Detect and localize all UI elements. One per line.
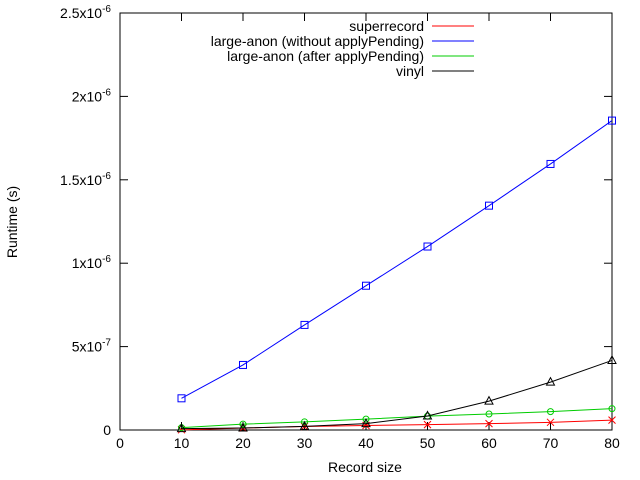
y-tick-label: 0 [103, 422, 111, 438]
x-tick-label: 30 [297, 435, 313, 451]
data-point-cross [546, 418, 555, 427]
y-tick-label: 2x10-6 [72, 87, 112, 104]
series-vinyl [176, 354, 617, 433]
data-point-cross [485, 419, 493, 428]
data-point-triangle [422, 410, 433, 420]
data-point-square [485, 201, 493, 210]
data-point-circle [485, 410, 493, 418]
series-line [181, 408, 613, 429]
data-point-circle [239, 420, 247, 428]
x-tick-label: 60 [481, 435, 497, 451]
x-tick-label: 10 [174, 435, 190, 451]
data-point-square [239, 360, 247, 369]
data-point-square [546, 159, 555, 168]
legend-label: large-anon (without applyPending) [211, 33, 424, 49]
x-tick-label: 40 [358, 435, 374, 451]
x-axis-label: Record size [328, 459, 402, 475]
y-tick-label: 1x10-6 [72, 254, 112, 271]
data-point-square [423, 242, 432, 251]
y-tick-label: 2.5x10-6 [60, 4, 111, 21]
data-point-circle [362, 415, 370, 423]
data-point-square [300, 320, 309, 329]
data-point-triangle [238, 422, 248, 432]
data-point-triangle [176, 423, 187, 433]
data-point-circle [608, 405, 616, 413]
series-line [181, 359, 613, 430]
legend-label: superrecord [349, 18, 424, 34]
data-point-cross [608, 416, 616, 425]
data-point-square [177, 394, 186, 403]
x-tick-label: 70 [543, 435, 559, 451]
series-line [181, 120, 613, 399]
data-point-triangle [607, 354, 617, 364]
series-large-anon-without-applypending [177, 116, 616, 403]
data-point-circle [301, 418, 308, 426]
data-point-triangle [545, 376, 556, 386]
legend-label: vinyl [396, 63, 424, 79]
series-large-anon-after-applypending [178, 405, 616, 432]
data-point-cross [423, 420, 432, 429]
y-tick-label: 5x10-7 [72, 338, 112, 355]
x-tick-label: 80 [604, 435, 620, 451]
data-point-triangle [361, 418, 371, 428]
x-tick-label: 0 [116, 435, 124, 451]
y-axis-label: Runtime (s) [4, 186, 20, 258]
x-tick-label: 20 [235, 435, 251, 451]
data-point-circle [547, 408, 554, 416]
data-point-triangle [484, 395, 494, 405]
legend-label: large-anon (after applyPending) [227, 48, 424, 64]
plot-frame [119, 12, 613, 431]
x-tick-label: 50 [420, 435, 436, 451]
y-tick-label: 1.5x10-6 [60, 171, 111, 188]
data-point-triangle [299, 420, 310, 430]
data-point-square [608, 116, 616, 125]
data-point-square [362, 281, 370, 290]
